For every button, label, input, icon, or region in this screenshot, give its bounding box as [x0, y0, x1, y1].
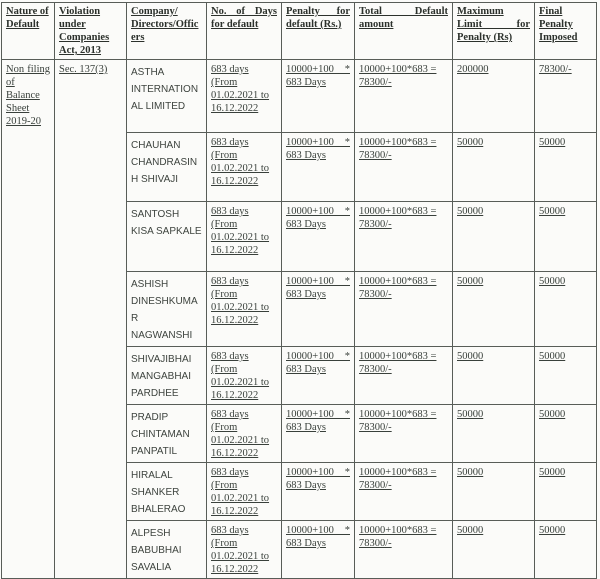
days-cell: 683 days (From 01.02.2021 to 16.12.2022	[206, 132, 282, 202]
days-cell: 683 days (From 01.02.2021 to 16.12.2022	[206, 520, 282, 579]
max-limit-cell: 50000	[452, 132, 535, 202]
days-cell: 683 days (From 01.02.2021 to 16.12.2022	[206, 404, 282, 463]
table-row: HIRALAL SHANKER BHALERAO 683 days (From …	[2, 462, 597, 521]
final-penalty-cell: 78300/-	[534, 59, 597, 133]
max-limit-cell: 50000	[452, 271, 535, 347]
total-default-cell: 10000+100*683 = 78300/-	[354, 404, 453, 463]
header-final-penalty: Final Penalty Imposed	[534, 2, 597, 60]
days-cell: 683 days (From 01.02.2021 to 16.12.2022	[206, 271, 282, 347]
header-nature-of-default: Nature of Default	[1, 2, 55, 60]
final-penalty-cell: 50000	[534, 271, 597, 347]
final-penalty-cell: 50000	[534, 462, 597, 521]
days-cell: 683 days (From 01.02.2021 to 16.12.2022	[206, 201, 282, 272]
company-name-cell: SANTOSH KISA SAPKALE	[126, 201, 207, 272]
penalty-cell: 10000+100 * 683 Days	[281, 404, 355, 463]
final-penalty-cell: 50000	[534, 404, 597, 463]
penalty-cell: 10000+100 * 683 Days	[281, 346, 355, 405]
header-row: Nature of Default Violation under Compan…	[1, 2, 597, 60]
days-cell: 683 days (From 01.02.2021 to 16.12.2022	[206, 59, 282, 133]
max-limit-cell: 50000	[452, 462, 535, 521]
table-row: SANTOSH KISA SAPKALE 683 days (From 01.0…	[2, 201, 597, 272]
max-limit-cell: 50000	[452, 520, 535, 579]
max-limit-cell: 50000	[452, 404, 535, 463]
final-penalty-cell: 50000	[534, 346, 597, 405]
company-name-cell: SHIVAJIBHAI MANGABHAI PARDHEE	[126, 346, 207, 405]
company-name-cell: HIRALAL SHANKER BHALERAO	[126, 462, 207, 521]
total-default-cell: 10000+100*683 = 78300/-	[354, 132, 453, 202]
header-violation: Violation under Companies Act, 2013	[54, 2, 127, 60]
max-limit-cell: 50000	[452, 346, 535, 405]
header-penalty-for-default: Penalty for default (Rs.)	[281, 2, 355, 60]
days-cell: 683 days (From 01.02.2021 to 16.12.2022	[206, 346, 282, 405]
header-no-of-days: No. of Days for default	[206, 2, 282, 60]
violation-section-cell: Sec. 137(3)	[54, 59, 127, 579]
final-penalty-cell: 50000	[534, 201, 597, 272]
table-row: ASHISH DINESHKUMAR NAGWANSHI 683 days (F…	[2, 271, 597, 347]
table-row: CHAUHAN CHANDRASINH SHIVAJI 683 days (Fr…	[2, 132, 597, 202]
total-default-cell: 10000+100*683 = 78300/-	[354, 201, 453, 272]
final-penalty-cell: 50000	[534, 520, 597, 579]
company-name-cell: PRADIP CHINTAMAN PANPATIL	[126, 404, 207, 463]
max-limit-cell: 50000	[452, 201, 535, 272]
penalty-cell: 10000+100 * 683 Days	[281, 201, 355, 272]
nature-of-default-cell: Non filing of Balance Sheet 2019-20	[1, 59, 55, 579]
company-name-cell: ALPESH BABUBHAI SAVALIA	[126, 520, 207, 579]
total-default-cell: 10000+100*683 = 78300/-	[354, 462, 453, 521]
total-default-cell: 10000+100*683 = 78300/-	[354, 346, 453, 405]
company-name-cell: CHAUHAN CHANDRASINH SHIVAJI	[126, 132, 207, 202]
header-maximum-limit: Maximum Limit for Penalty (Rs)	[452, 2, 535, 60]
table-row: PRADIP CHINTAMAN PANPATIL 683 days (From…	[2, 404, 597, 463]
max-limit-cell: 200000	[452, 59, 535, 133]
penalty-cell: 10000+100 * 683 Days	[281, 59, 355, 133]
total-default-cell: 10000+100*683 = 78300/-	[354, 59, 453, 133]
header-company-directors: Company/ Directors/Officers	[126, 2, 207, 60]
penalty-cell: 10000+100 * 683 Days	[281, 520, 355, 579]
table-row: Non filing of Balance Sheet 2019-20 Sec.…	[1, 59, 597, 579]
days-cell: 683 days (From 01.02.2021 to 16.12.2022	[206, 462, 282, 521]
penalty-cell: 10000+100 * 683 Days	[281, 462, 355, 521]
company-name-cell: ASTHA INTERNATIONAL LIMITED	[126, 59, 207, 133]
company-name-cell: ASHISH DINESHKUMAR NAGWANSHI	[126, 271, 207, 347]
final-penalty-cell: 50000	[534, 132, 597, 202]
total-default-cell: 10000+100*683 = 78300/-	[354, 520, 453, 579]
table-row: SHIVAJIBHAI MANGABHAI PARDHEE 683 days (…	[2, 346, 597, 405]
total-default-cell: 10000+100*683 = 78300/-	[354, 271, 453, 347]
penalty-cell: 10000+100 * 683 Days	[281, 132, 355, 202]
header-total-default-amount: Total Default amount	[354, 2, 453, 60]
penalty-cell: 10000+100 * 683 Days	[281, 271, 355, 347]
